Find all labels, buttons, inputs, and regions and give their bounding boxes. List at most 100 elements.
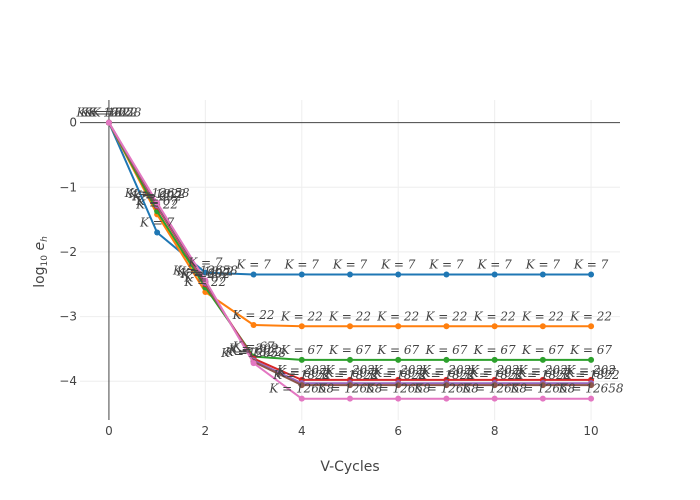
point-label: K = 67 [521, 343, 564, 357]
data-point [395, 323, 402, 330]
point-label: K = 607 [83, 106, 134, 120]
point-label: K = 607 [276, 366, 327, 380]
data-point [588, 323, 595, 330]
point-label: K = 607 [324, 366, 375, 380]
point-label: K = 67 [569, 343, 612, 357]
series-line-1 [108, 122, 592, 328]
point-label: K = 7 [525, 258, 561, 272]
tick-labels: 0 2 4 6 8 10 0 −1 −2 −3 −4 [59, 116, 598, 438]
point-label: K = 202 [469, 363, 520, 377]
point-label: K = 12658 [220, 346, 286, 360]
point-label: K = 1822 [176, 265, 234, 279]
data-point [202, 269, 209, 276]
data-point [395, 382, 402, 389]
point-label: K = 202 [421, 363, 472, 377]
point-label: K = 202 [131, 190, 182, 204]
x-tick-label: 6 [394, 424, 402, 438]
point-label: K = 22 [280, 309, 323, 323]
data-point [539, 395, 546, 402]
point-label: K = 67 [424, 343, 467, 357]
y-tick-label: −2 [59, 245, 77, 259]
x-tick-label: 8 [491, 424, 499, 438]
data-point [443, 395, 450, 402]
point-labels: K = 7 K = 7 K = 7 K = 7 K = 7 K = 7 K = 7 K = 7… [76, 106, 624, 396]
point-label: K = 22 [328, 309, 371, 323]
point-label: K = 12658 [461, 382, 527, 396]
point-label: K = 7 [476, 258, 512, 272]
data-point [395, 356, 402, 363]
data-point [154, 229, 161, 236]
point-label: K = 7 [139, 216, 175, 230]
data-point [443, 382, 450, 389]
point-label: K = 607 [372, 366, 423, 380]
data-point [491, 271, 498, 278]
data-point [154, 199, 161, 206]
point-label: K = 67 [87, 106, 130, 120]
data-point [491, 356, 498, 363]
data-point [105, 119, 112, 126]
point-label: K = 202 [83, 106, 134, 120]
data-point [539, 382, 546, 389]
data-point [298, 382, 305, 389]
data-point [539, 271, 546, 278]
x-tick-label: 0 [105, 424, 113, 438]
data-point [298, 395, 305, 402]
y-axis-title: log10 eh [32, 236, 50, 288]
point-label: K = 1822 [320, 368, 378, 382]
point-label: K = 12658 [317, 382, 383, 396]
point-label: K = 1822 [224, 345, 282, 359]
point-label: K = 7 [187, 256, 223, 270]
axes [80, 100, 620, 420]
point-label: K = 607 [180, 266, 231, 280]
point-label: K = 607 [469, 366, 520, 380]
point-label: K = 67 [183, 270, 226, 284]
data-point [443, 271, 450, 278]
data-point [298, 271, 305, 278]
data-point [588, 382, 595, 389]
point-label: K = 22 [424, 309, 467, 323]
data-point [539, 323, 546, 330]
point-label: K = 7 [332, 258, 368, 272]
point-label: K = 22 [87, 106, 130, 120]
y-tick-label: −1 [59, 180, 77, 194]
point-label: K = 22 [473, 309, 516, 323]
point-label: K = 22 [569, 309, 612, 323]
point-label: K = 67 [376, 343, 419, 357]
data-point [347, 271, 353, 278]
x-tick-label: 4 [298, 424, 306, 438]
point-label: K = 1822 [561, 368, 619, 382]
x-tick-label: 10 [583, 424, 598, 438]
data-point [588, 356, 595, 363]
point-label: K = 12658 [76, 106, 142, 120]
data-point [443, 356, 450, 363]
point-label: K = 202 [324, 363, 375, 377]
data-point [250, 360, 257, 367]
point-label: K = 607 [421, 366, 472, 380]
data-point [202, 277, 209, 284]
point-label: K = 12658 [124, 186, 190, 200]
data-point [347, 323, 353, 330]
series-layer [105, 119, 595, 402]
data-point [395, 271, 402, 278]
point-label: K = 22 [135, 197, 178, 211]
point-label: K = 1822 [465, 368, 523, 382]
point-label: K = 67 [232, 340, 275, 354]
point-label: K = 607 [131, 188, 182, 202]
point-label: K = 202 [565, 363, 616, 377]
point-label: K = 1822 [79, 106, 137, 120]
data-point [347, 395, 353, 402]
data-point [250, 271, 257, 278]
point-label: K = 12658 [172, 263, 238, 277]
point-label: K = 12658 [365, 382, 431, 396]
point-label: K = 12658 [509, 382, 575, 396]
x-tick-label: 2 [202, 424, 210, 438]
point-label: K = 67 [473, 343, 516, 357]
point-label: K = 1822 [513, 368, 571, 382]
point-label: K = 22 [376, 309, 419, 323]
point-label: K = 7 [428, 258, 464, 272]
data-point [347, 356, 353, 363]
point-label: K = 1822 [128, 187, 186, 201]
point-label: K = 67 [328, 343, 371, 357]
data-point [491, 395, 498, 402]
point-label: K = 7 [380, 258, 416, 272]
